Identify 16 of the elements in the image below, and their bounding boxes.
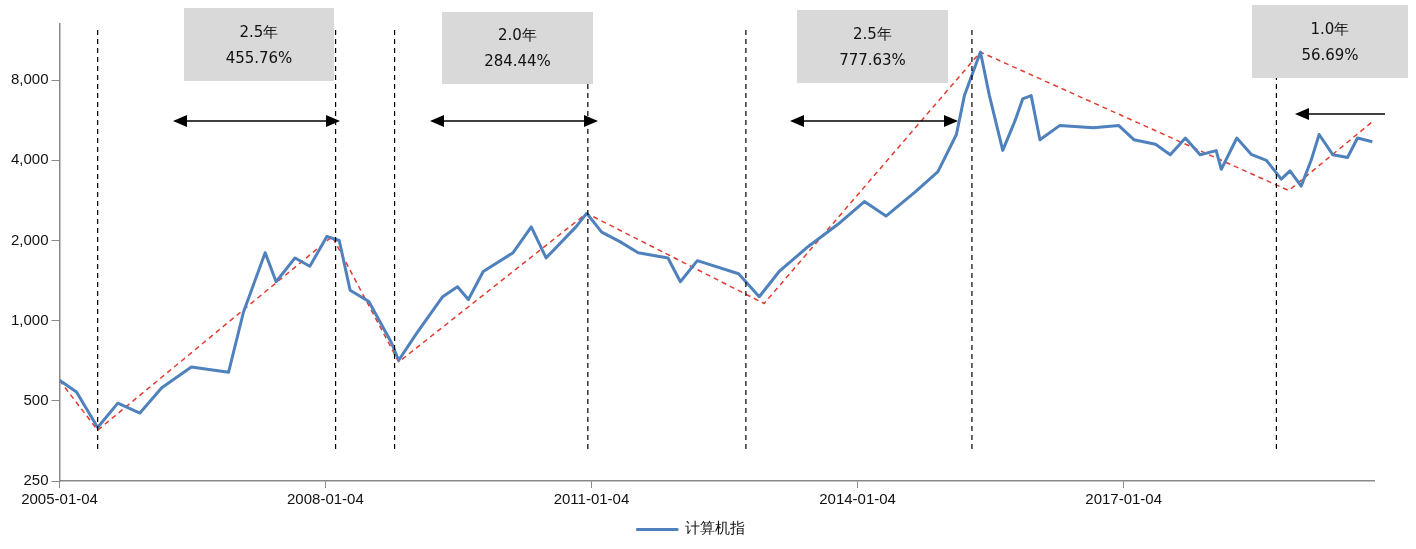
x-tick-label: 2011-01-04 [553,490,630,508]
x-tick-label: 2017-01-04 [1085,490,1163,508]
x-tick-label: 2014-01-04 [819,490,896,508]
x-tick-label: 2008-01-04 [287,490,364,508]
callout-box: 2.5年 455.76% [184,8,334,81]
y-tick-label: 8,000 [10,70,49,88]
y-tick-label: 2,000 [10,230,49,248]
legend-label: 计算机指 [684,519,745,538]
y-tick-label: 1,000 [10,310,49,328]
callout-box: 2.5年 777.63% [797,10,948,83]
x-tick-label: 2005-01-04 [21,490,98,508]
y-tick-label: 4,000 [10,150,49,168]
y-tick-label: 500 [23,390,49,408]
callout-box: 1.0年 56.69% [1252,5,1408,78]
y-tick-label: 250 [23,471,49,489]
callout-box: 2.0年 284.44% [442,12,593,84]
